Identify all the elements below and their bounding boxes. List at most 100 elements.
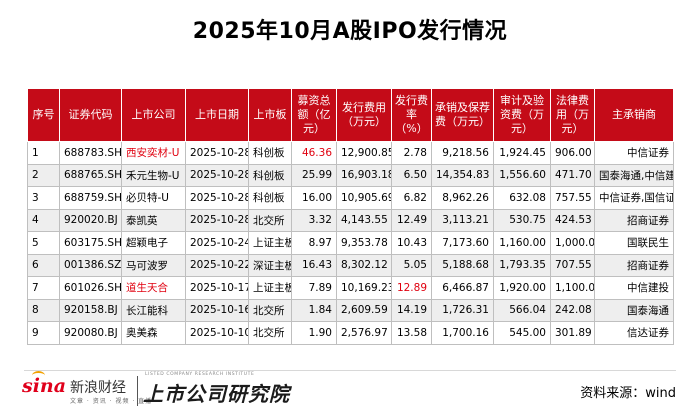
table-cell: 601026.SH — [59, 276, 122, 300]
table-cell: 46.36 — [291, 141, 337, 165]
table-row: 1 688783.SH 西安奕材-U 2025-10-28 科创板 46.36 12,900… — [27, 141, 674, 165]
table-cell: 8,962.26 — [431, 186, 494, 210]
table-cell: 深证主板 — [248, 253, 292, 277]
footer-logos: sina 新浪财经 文章 · 资讯 · 视频 · 直播 LISTED COMPA… — [20, 371, 320, 415]
table-cell: 科创板 — [248, 186, 292, 210]
table-cell: 920020.BJ — [59, 208, 122, 232]
table-cell: 2025-10-28 — [185, 208, 249, 232]
table-cell: 超颖电子 — [121, 231, 186, 255]
table-cell: 12.49 — [391, 208, 432, 232]
table-cell: 必贝特-U — [121, 186, 186, 210]
table-cell: 16,903.18 — [336, 163, 392, 187]
column-header: 发行费率（%） — [391, 88, 432, 142]
data-source-note: 资料来源：wind — [580, 386, 676, 401]
table-cell: 上证主板 — [248, 276, 292, 300]
table-cell: 1,924.45 — [493, 141, 551, 165]
column-header: 证券代码 — [59, 88, 122, 142]
table-cell: 688765.SH — [59, 163, 122, 187]
table-cell: 2025-10-28 — [185, 186, 249, 210]
table-cell: 920080.BJ — [59, 321, 122, 345]
table-cell: 国联民生 — [594, 231, 674, 255]
table-cell: 上证主板 — [248, 231, 292, 255]
table-cell: 2025-10-28 — [185, 163, 249, 187]
table-row: 4 920020.BJ 泰凯英 2025-10-28 北交所 3.32 4,143.55 12… — [27, 208, 674, 232]
table-cell: 12.89 — [391, 276, 432, 300]
table-cell: 7 — [27, 276, 60, 300]
table-cell: 2.78 — [391, 141, 432, 165]
column-header: 主承销商 — [594, 88, 674, 142]
table-cell: 757.55 — [550, 186, 595, 210]
table-cell: 5 — [27, 231, 60, 255]
column-header: 上市日期 — [185, 88, 249, 142]
table-cell: 1.90 — [291, 321, 337, 345]
table-cell: 2 — [27, 163, 60, 187]
table-cell: 13.58 — [391, 321, 432, 345]
sina-finance-name: 新浪财经 — [70, 380, 126, 396]
footer-divider — [24, 370, 676, 371]
table-cell: 424.53 — [550, 208, 595, 232]
table-row: 2 688765.SH 禾元生物-U 2025-10-28 科创板 25.99 16,903… — [27, 163, 674, 187]
table-cell: 4,143.55 — [336, 208, 392, 232]
page-title: 2025年10月A股IPO发行情况 — [192, 19, 508, 44]
table-cell: 5.05 — [391, 253, 432, 277]
table-cell: 北交所 — [248, 298, 292, 322]
table-cell: 道生天合 — [121, 276, 186, 300]
table-row: 8 920158.BJ 长江能科 2025-10-16 北交所 1.84 2,609.59 1… — [27, 298, 674, 322]
institute-english-name: LISTED COMPANY RESEARCH INSTITUTE — [145, 372, 255, 377]
table-cell: 长江能科 — [121, 298, 186, 322]
table-cell: 5,188.68 — [431, 253, 494, 277]
table-cell: 西安奕材-U — [121, 141, 186, 165]
table-cell: 1,700.16 — [431, 321, 494, 345]
table-cell: 招商证券 — [594, 253, 674, 277]
institute-logo: 上市公司研究院 — [143, 382, 290, 406]
table-row: 9 920080.BJ 奥美森 2025-10-10 北交所 1.90 2,576.97 13… — [27, 321, 674, 345]
table-cell: 1,920.00 — [493, 276, 551, 300]
table-cell: 中信建投 — [594, 276, 674, 300]
table-cell: 2025-10-17 — [185, 276, 249, 300]
table-cell: 中信证券,国信证券 — [594, 186, 674, 210]
table-cell: 2025-10-22 — [185, 253, 249, 277]
table-cell: 16.43 — [291, 253, 337, 277]
table-cell: 242.08 — [550, 298, 595, 322]
table-cell: 3,113.21 — [431, 208, 494, 232]
table-cell: 530.75 — [493, 208, 551, 232]
column-header: 序号 — [27, 88, 60, 142]
table-cell: 12,900.85 — [336, 141, 392, 165]
table-cell: 16.00 — [291, 186, 337, 210]
table-cell: 北交所 — [248, 321, 292, 345]
column-header: 承销及保荐费（万元） — [431, 88, 494, 142]
table-cell: 3 — [27, 186, 60, 210]
table-cell: 2025-10-28 — [185, 141, 249, 165]
table-cell: 马可波罗 — [121, 253, 186, 277]
sina-eye-icon — [32, 371, 45, 380]
column-header: 法律费用（万元） — [550, 88, 595, 142]
table-cell: 10,169.23 — [336, 276, 392, 300]
table-cell: 1,000.00 — [550, 231, 595, 255]
table-body: 1 688783.SH 西安奕材-U 2025-10-28 科创板 46.36 12,900… — [27, 141, 674, 345]
table-cell: 1,100.00 — [550, 276, 595, 300]
table-cell: 1,793.35 — [493, 253, 551, 277]
table-cell: 科创板 — [248, 141, 292, 165]
table-cell: 906.00 — [550, 141, 595, 165]
table-cell: 9 — [27, 321, 60, 345]
table-cell: 14,354.83 — [431, 163, 494, 187]
table-cell: 632.08 — [493, 186, 551, 210]
logo-divider — [137, 376, 138, 406]
table-row: 5 603175.SH 超颖电子 2025-10-24 上证主板 8.97 9,353.78… — [27, 231, 674, 255]
table-cell: 10,905.69 — [336, 186, 392, 210]
column-header: 审计及验资费（万元） — [493, 88, 551, 142]
table-cell: 4 — [27, 208, 60, 232]
table-cell: 9,353.78 — [336, 231, 392, 255]
table-cell: 9,218.56 — [431, 141, 494, 165]
table-cell: 北交所 — [248, 208, 292, 232]
table-cell: 6.50 — [391, 163, 432, 187]
table-cell: 1,160.00 — [493, 231, 551, 255]
table-cell: 603175.SH — [59, 231, 122, 255]
table-cell: 2,609.59 — [336, 298, 392, 322]
table-cell: 信达证券 — [594, 321, 674, 345]
table-cell: 国泰海通 — [594, 298, 674, 322]
table-cell: 2,576.97 — [336, 321, 392, 345]
table-cell: 招商证券 — [594, 208, 674, 232]
table-cell: 1,556.60 — [493, 163, 551, 187]
table-cell: 科创板 — [248, 163, 292, 187]
